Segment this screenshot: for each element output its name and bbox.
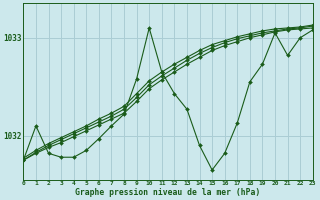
X-axis label: Graphe pression niveau de la mer (hPa): Graphe pression niveau de la mer (hPa)	[76, 188, 261, 197]
